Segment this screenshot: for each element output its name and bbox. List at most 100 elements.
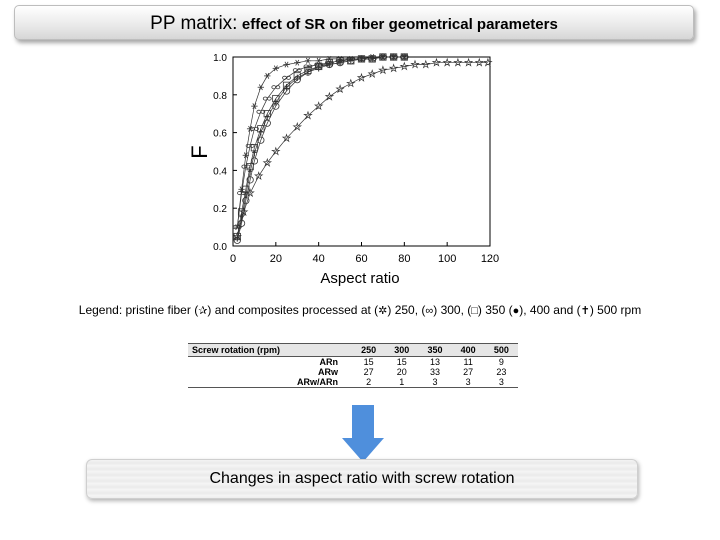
data-point — [483, 57, 493, 67]
data-point — [359, 55, 364, 63]
data-point — [257, 136, 265, 144]
legend-suffix: ) 500 rpm — [589, 303, 642, 317]
data-point — [271, 146, 281, 156]
data-point — [239, 214, 244, 221]
data-point — [250, 126, 259, 131]
table-cell: ARn — [319, 357, 339, 367]
table-cell: 9 — [498, 357, 504, 367]
data-point — [369, 55, 375, 63]
data-point — [283, 61, 290, 68]
data-point — [367, 69, 377, 79]
data-point — [254, 171, 264, 181]
data-point — [316, 65, 321, 72]
title-main: PP matrix: — [150, 13, 238, 34]
data-point — [303, 110, 313, 120]
y-tick-label: 0.2 — [213, 204, 227, 215]
data-point — [256, 109, 266, 114]
data-point — [246, 176, 254, 184]
table-cell: 33 — [429, 367, 440, 377]
data-point — [388, 63, 399, 73]
y-tick-label: 0.0 — [213, 242, 227, 253]
data-point — [273, 99, 279, 106]
x-tick-label: 40 — [313, 253, 325, 265]
table-row: ARn 15 15 13 11 9 — [188, 357, 518, 368]
series-infinity — [232, 55, 409, 230]
data-point — [474, 57, 484, 67]
data-point — [258, 129, 264, 136]
data-point — [399, 61, 409, 71]
data-point — [420, 59, 431, 69]
data-point — [391, 53, 396, 61]
table-cell: ARw — [318, 367, 338, 377]
data-point — [241, 164, 251, 169]
data-point — [292, 68, 302, 73]
table-row: ARw 27 20 33 27 23 — [188, 367, 518, 377]
series-square — [233, 53, 408, 241]
data-point — [257, 84, 265, 91]
x-axis-label: Aspect ratio — [320, 270, 399, 287]
title-bar: PP matrix: effect of SR on fiber geometr… — [14, 5, 694, 40]
y-tick-label: 1.0 — [213, 53, 227, 64]
x-tick-label: 100 — [438, 253, 456, 265]
y-tick-label: 0.8 — [213, 91, 227, 102]
data-point — [410, 59, 420, 69]
y-axis-label: F — [187, 145, 212, 158]
table-cell: 1 — [385, 377, 419, 388]
banner-text: Changes in aspect ratio with screw rotat… — [209, 470, 515, 487]
data-point — [402, 53, 407, 61]
data-point — [335, 84, 345, 94]
data-point — [305, 68, 311, 76]
x-tick-label: 0 — [230, 253, 236, 265]
table-cell: ARw/ARn — [188, 377, 352, 388]
series-star-outline — [232, 57, 493, 241]
data-point — [282, 75, 291, 80]
table-cell: 13 — [429, 357, 440, 367]
title-sub: effect of SR on fiber geometrical parame… — [241, 16, 558, 33]
y-tick-label: 0.6 — [213, 129, 227, 140]
legend-part: ) 350 ( — [477, 303, 513, 317]
table-header: 250 — [352, 343, 386, 357]
asterisk-icon: ✲ — [378, 305, 388, 317]
data-point — [314, 101, 324, 111]
data-point — [292, 121, 303, 131]
x-tick-label: 20 — [270, 253, 282, 265]
data-point — [264, 72, 271, 79]
legend-prefix: Legend: pristine fiber ( — [78, 303, 199, 317]
table-row: ARw/ARn 2 1 3 3 3 — [188, 377, 518, 388]
series-cross — [235, 53, 407, 242]
down-arrow-icon — [352, 405, 374, 438]
data-point — [324, 91, 335, 101]
circle-icon: ● — [512, 305, 520, 317]
data-point — [348, 57, 354, 64]
data-point — [453, 57, 463, 67]
table-cell: 15 — [396, 357, 407, 367]
table-header: 350 — [418, 343, 452, 357]
series-line — [236, 56, 405, 228]
table-cell: 3 — [418, 377, 452, 388]
series-line — [236, 56, 405, 228]
data-point — [243, 191, 249, 199]
table-cell: 20 — [396, 367, 407, 377]
legend-part: ) 300, ( — [433, 303, 472, 317]
aspect-ratio-table: Screw rotation (rpm) 250 300 350 400 500… — [188, 343, 518, 388]
table-cell: 23 — [496, 367, 507, 377]
data-point — [431, 57, 442, 67]
table-header: 400 — [451, 343, 485, 357]
legend-part: ), 400 and ( — [519, 303, 581, 317]
data-point — [265, 114, 270, 121]
data-point — [378, 65, 388, 75]
data-point — [262, 96, 272, 101]
table-cell: 3 — [451, 377, 485, 388]
data-point — [250, 157, 259, 165]
series-line — [236, 56, 405, 239]
data-point — [281, 133, 292, 143]
table-cell: 27 — [463, 367, 474, 377]
table-cell: 15 — [363, 357, 374, 367]
square-icon: □ — [471, 305, 478, 317]
data-point — [315, 57, 322, 64]
table-header-row: Screw rotation (rpm) 250 300 350 400 500 — [188, 343, 518, 357]
data-point — [252, 150, 257, 157]
data-point — [380, 53, 386, 61]
x-tick-label: 120 — [481, 253, 499, 265]
